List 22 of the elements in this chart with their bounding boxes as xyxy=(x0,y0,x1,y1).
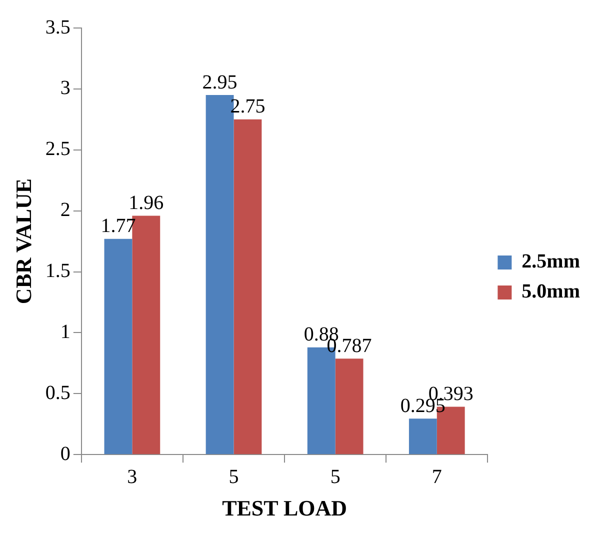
bar xyxy=(234,119,262,454)
x-tick-label: 5 xyxy=(330,466,340,488)
x-tick-label: 5 xyxy=(228,466,239,488)
x-tick-label: 7 xyxy=(432,466,442,488)
bar xyxy=(104,238,132,454)
data-label: 2.95 xyxy=(202,71,238,94)
y-tick-label: 3.5 xyxy=(45,16,70,38)
y-tick-label: 0.5 xyxy=(45,382,70,404)
data-label: 1.96 xyxy=(128,192,164,214)
y-tick-label: 0 xyxy=(60,442,70,465)
bar xyxy=(335,358,364,454)
y-tick-label: 3 xyxy=(60,77,70,100)
y-tick-label: 1.5 xyxy=(45,260,70,282)
x-tick-label: 3 xyxy=(127,466,138,488)
legend-label: 5.0mm xyxy=(522,280,580,303)
y-tick-label: 2 xyxy=(60,199,70,222)
legend-label: 2.5mm xyxy=(522,250,580,273)
x-axis-title: TEST LOAD xyxy=(222,495,347,520)
bar xyxy=(408,418,437,454)
y-axis-title: CBR VALUE xyxy=(10,178,36,304)
y-tick-label: 1 xyxy=(60,320,70,343)
y-tick-label: 2.5 xyxy=(45,138,70,160)
